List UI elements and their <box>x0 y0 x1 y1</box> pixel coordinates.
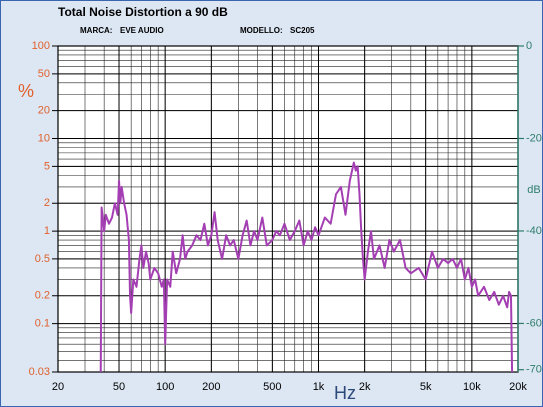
y-tick-label: 100 <box>32 40 50 52</box>
x-tick-label: 20k <box>509 381 527 393</box>
y-tick-label: 1 <box>44 225 50 237</box>
y-axis-label: % <box>18 81 34 101</box>
y-tick-label: 0.5 <box>35 253 50 265</box>
plot-area <box>58 46 518 372</box>
y2-tick-label: 0 <box>526 40 532 52</box>
x-tick-label: 500 <box>263 381 281 393</box>
x-tick-label: 20 <box>52 381 64 393</box>
x-tick-label: 10k <box>463 381 481 393</box>
y2-axis-label: dB <box>527 184 540 196</box>
brand-label: MARCA: <box>80 26 112 35</box>
y-tick-label: 0.2 <box>35 290 50 302</box>
chart-title: Total Noise Distortion a 90 dB <box>58 5 228 19</box>
y-tick-label: 10 <box>38 132 50 144</box>
y-tick-label: 2 <box>44 197 50 209</box>
y-tick-label: 0.03 <box>29 366 50 378</box>
y-tick-label: 50 <box>38 68 50 80</box>
x-tick-label: 50 <box>113 381 125 393</box>
brand: EVE AUDIO <box>120 26 164 35</box>
x-tick-label: 200 <box>202 381 220 393</box>
y2-tick-label: -70 <box>526 364 542 376</box>
x-tick-label: 1k <box>313 381 325 393</box>
data-line <box>99 161 514 373</box>
x-tick-label: 100 <box>156 381 174 393</box>
x-tick-label: 5k <box>420 381 432 393</box>
y-tick-label: 20 <box>38 105 50 117</box>
y2-tick-label: -20 <box>526 132 542 144</box>
y2-tick-label: -40 <box>526 225 542 237</box>
model: SC205 <box>290 26 315 35</box>
y-tick-label: 0.1 <box>35 318 50 330</box>
x-tick-label: 2k <box>359 381 371 393</box>
model-label: MODELLO: <box>240 26 283 35</box>
y2-tick-label: -60 <box>526 317 542 329</box>
y-tick-label: 5 <box>44 160 50 172</box>
x-axis-label: Hz <box>334 383 356 403</box>
